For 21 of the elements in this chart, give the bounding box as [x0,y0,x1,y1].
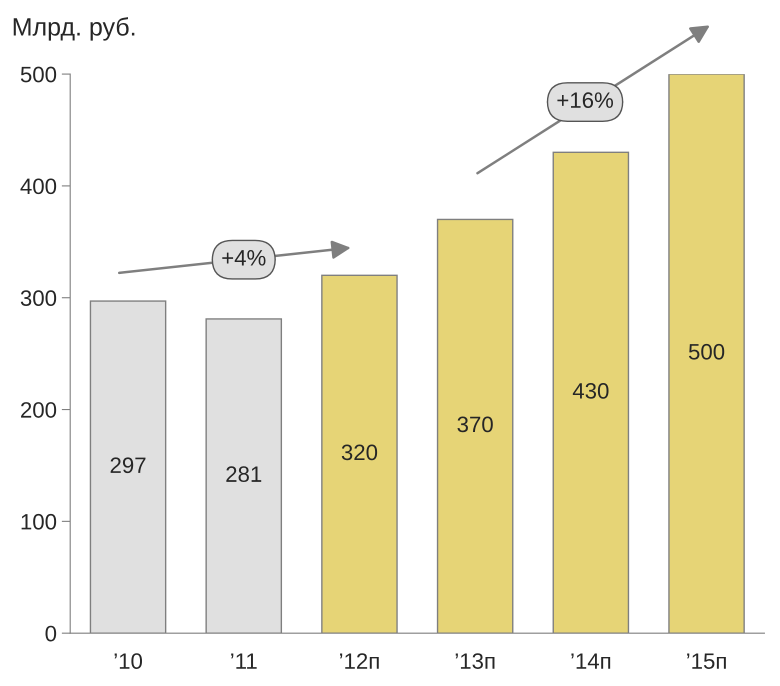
data-label: 500 [688,344,724,360]
x-tick-label: ’14п [571,653,610,669]
annotation: +16% [557,92,613,108]
data-label: 297 [110,457,146,474]
data-label: 320 [342,444,378,460]
data-label: 370 [457,416,493,432]
x-tick-label: ’11 [231,653,257,669]
x-tick-label: ’10 [114,653,142,669]
y-axis-title: Млрд. руб. [14,17,134,41]
data-label: 281 [226,466,262,482]
x-tick-label: ’15п [687,653,726,669]
y-tick-label: 400 [20,178,56,194]
annotation: +4% [222,250,266,266]
x-tick-label: ’13п [456,653,494,669]
y-tick-label: 200 [21,402,56,418]
data-label: 430 [572,383,609,399]
y-tick-label: 300 [20,290,56,306]
y-tick-label: 500 [20,66,56,82]
y-tick-label: 100 [22,514,56,530]
y-tick-label: 0 [46,626,56,642]
x-tick-label: ’12п [340,653,379,669]
